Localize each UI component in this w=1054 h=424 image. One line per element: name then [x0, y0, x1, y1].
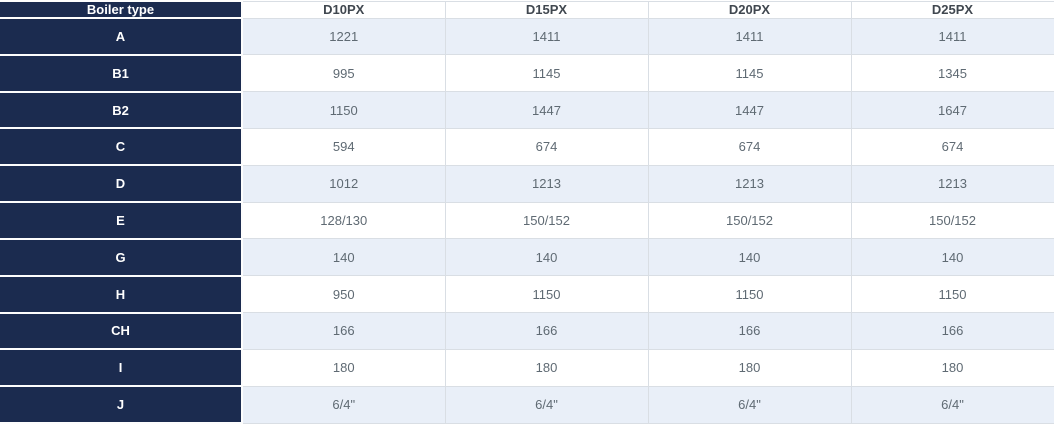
- dimension-cell: 180: [850, 348, 1054, 387]
- dimension-cell: 6/4": [850, 385, 1054, 424]
- dimension-cell: 140: [850, 238, 1054, 277]
- dimension-cell: 1411: [647, 17, 852, 56]
- column-header-d25px: D25PX: [850, 0, 1054, 19]
- dimension-cell: 150/152: [647, 201, 852, 240]
- row-label: A: [0, 17, 243, 56]
- dimension-cell: 674: [444, 127, 649, 166]
- dimension-cell: 166: [850, 312, 1054, 350]
- table-row: J 6/4" 6/4" 6/4" 6/4": [0, 385, 1054, 424]
- row-label: B2: [0, 90, 243, 130]
- dimension-cell: 166: [647, 312, 852, 350]
- row-label: CH: [0, 311, 243, 351]
- column-header-d20px: D20PX: [647, 0, 852, 19]
- row-label: E: [0, 201, 243, 240]
- dimension-cell: 1213: [850, 164, 1054, 203]
- table-row: D 1012 1213 1213 1213: [0, 164, 1054, 204]
- dimension-cell: 1145: [444, 54, 649, 93]
- dimension-cell: 1150: [647, 275, 852, 313]
- row-label: C: [0, 127, 243, 167]
- table-row: A 1221 1411 1411 1411: [0, 17, 1054, 56]
- dimension-cell: 674: [647, 127, 852, 166]
- dimension-cell: 1150: [444, 275, 649, 313]
- dimension-cell: 594: [241, 127, 446, 166]
- dimension-cell: 140: [647, 238, 852, 277]
- table-row: CH 166 166 166 166: [0, 311, 1054, 351]
- row-label: G: [0, 237, 243, 277]
- dimension-cell: 128/130: [241, 201, 446, 240]
- dimension-cell: 180: [647, 348, 852, 387]
- table-row: B1 995 1145 1145 1345: [0, 53, 1054, 93]
- dimension-cell: 140: [241, 238, 446, 277]
- table-row: B2 1150 1447 1447 1647: [0, 90, 1054, 130]
- dimension-cell: 166: [241, 312, 446, 350]
- dimension-cell: 1647: [850, 91, 1054, 129]
- dimension-cell: 180: [241, 348, 446, 387]
- row-label: D: [0, 164, 243, 204]
- dimension-cell: 1345: [850, 54, 1054, 93]
- column-header-d15px: D15PX: [444, 0, 649, 19]
- dimension-cell: 1411: [444, 17, 649, 56]
- dimension-cell: 1221: [241, 17, 446, 56]
- header-row: Boiler type D10PX D15PX D20PX D25PX: [0, 0, 1054, 19]
- row-label: J: [0, 385, 243, 424]
- dimension-cell: 1411: [850, 17, 1054, 56]
- dimension-cell: 6/4": [647, 385, 852, 424]
- row-label-header: Boiler type: [0, 0, 243, 19]
- dimension-cell: 180: [444, 348, 649, 387]
- dimension-cell: 950: [241, 275, 446, 313]
- dimension-cell: 1447: [444, 91, 649, 129]
- row-label: H: [0, 274, 243, 314]
- dimension-cell: 995: [241, 54, 446, 93]
- dimension-cell: 150/152: [444, 201, 649, 240]
- dimension-cell: 6/4": [241, 385, 446, 424]
- table-row: E 128/130 150/152 150/152 150/152: [0, 201, 1054, 240]
- column-header-d10px: D10PX: [241, 0, 446, 19]
- dimension-cell: 1012: [241, 164, 446, 203]
- table-body: A 1221 1411 1411 1411 B1 995 1145 1145 1345 B2 1150…: [0, 17, 1054, 424]
- dimension-cell: 674: [850, 127, 1054, 166]
- dimension-cell: 1145: [647, 54, 852, 93]
- dimension-cell: 1213: [444, 164, 649, 203]
- dimension-cell: 1447: [647, 91, 852, 129]
- row-label: I: [0, 348, 243, 388]
- table-row: C 594 674 674 674: [0, 127, 1054, 167]
- table-row: I 180 180 180 180: [0, 348, 1054, 388]
- dimension-cell: 1213: [647, 164, 852, 203]
- dimension-cell: 166: [444, 312, 649, 350]
- dimension-cell: 1150: [241, 91, 446, 129]
- dimension-cell: 150/152: [850, 201, 1054, 240]
- dimension-cell: 140: [444, 238, 649, 277]
- table-row: G 140 140 140 140: [0, 237, 1054, 277]
- row-label: B1: [0, 53, 243, 93]
- dimension-cell: 1150: [850, 275, 1054, 313]
- table-row: H 950 1150 1150 1150: [0, 274, 1054, 314]
- dimension-cell: 6/4": [444, 385, 649, 424]
